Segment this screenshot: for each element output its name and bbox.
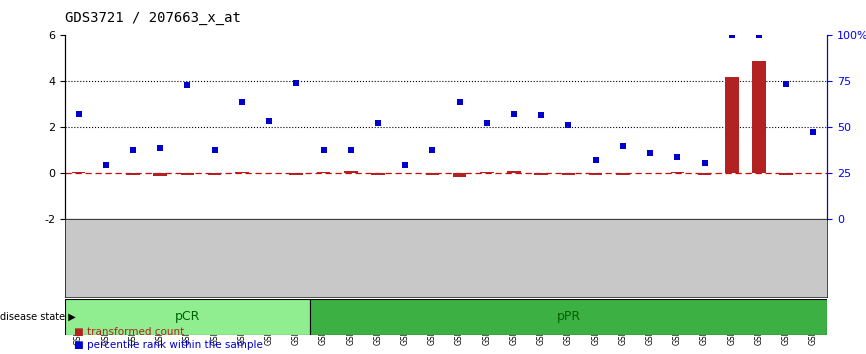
Bar xyxy=(453,173,467,177)
Point xyxy=(99,162,113,168)
Point xyxy=(806,129,820,135)
Bar xyxy=(480,172,494,173)
Point xyxy=(262,118,276,123)
Bar xyxy=(235,172,249,173)
Point xyxy=(453,99,467,105)
Bar xyxy=(425,173,439,175)
Bar xyxy=(562,173,575,175)
Point xyxy=(425,148,439,153)
Point xyxy=(589,157,603,162)
Point xyxy=(371,120,385,126)
Bar xyxy=(72,172,86,173)
Text: pPR: pPR xyxy=(556,310,580,323)
Bar xyxy=(317,172,330,173)
Point xyxy=(752,33,766,38)
Bar xyxy=(372,173,385,175)
Point xyxy=(289,80,303,85)
Bar xyxy=(153,173,167,176)
Point xyxy=(670,154,684,160)
Text: ■ transformed count: ■ transformed count xyxy=(74,327,184,337)
Bar xyxy=(344,171,358,173)
Text: pCR: pCR xyxy=(175,310,200,323)
Point xyxy=(534,112,548,118)
Bar xyxy=(616,173,630,175)
Point xyxy=(72,111,86,116)
Bar xyxy=(181,173,194,175)
Bar xyxy=(310,299,827,335)
Point xyxy=(561,122,575,128)
Bar xyxy=(126,173,139,175)
Point xyxy=(698,160,712,166)
Point xyxy=(235,99,249,105)
Bar xyxy=(670,172,684,173)
Point xyxy=(398,162,412,167)
Bar xyxy=(289,173,303,175)
Point xyxy=(643,150,657,155)
Point xyxy=(153,145,167,151)
Bar xyxy=(208,173,222,175)
Point xyxy=(616,143,630,149)
Bar xyxy=(507,171,520,173)
Point xyxy=(480,120,494,126)
Text: disease state ▶: disease state ▶ xyxy=(0,312,75,322)
Bar xyxy=(725,77,739,173)
Bar xyxy=(589,173,603,175)
Bar xyxy=(65,299,310,335)
Bar xyxy=(779,173,793,175)
Point xyxy=(507,111,521,116)
Bar xyxy=(534,173,548,175)
Text: ■ percentile rank within the sample: ■ percentile rank within the sample xyxy=(74,340,262,350)
Point xyxy=(317,148,331,153)
Point xyxy=(344,148,358,153)
Bar xyxy=(753,61,766,173)
Bar xyxy=(698,173,711,175)
Point xyxy=(779,81,793,87)
Point xyxy=(725,33,739,38)
Point xyxy=(180,82,194,88)
Point xyxy=(126,148,140,153)
Text: GDS3721 / 207663_x_at: GDS3721 / 207663_x_at xyxy=(65,11,241,25)
Point xyxy=(208,148,222,153)
